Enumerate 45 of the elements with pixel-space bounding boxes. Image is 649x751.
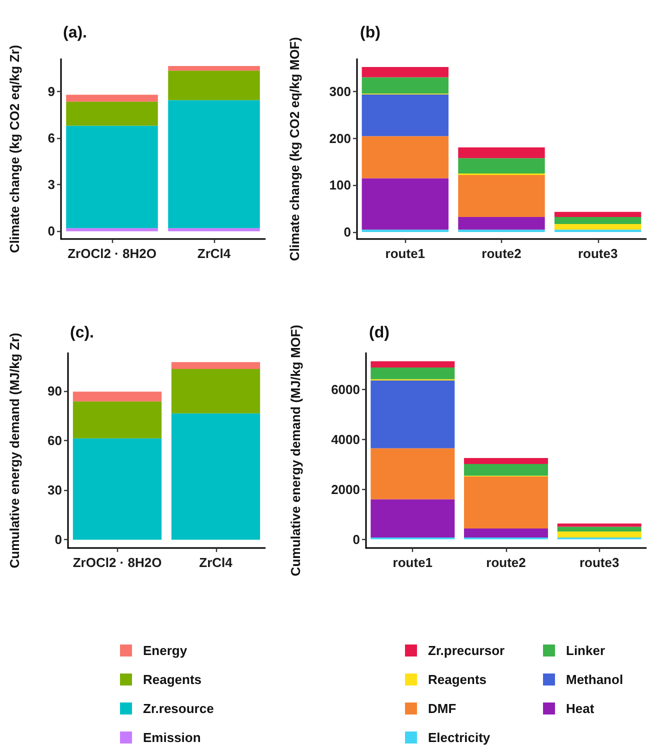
legend-label: Linker (566, 643, 606, 658)
y-tick-label: 0 (352, 532, 360, 547)
x-tick-label: route2 (482, 246, 522, 261)
y-tick-label: 4000 (331, 432, 360, 447)
y-tick-label: 100 (329, 178, 351, 193)
x-tick-label: ZrOCl2 · 8H2O (68, 246, 156, 261)
y-axis-title: Cumulative energy demand (MJ/kg Zr) (7, 332, 22, 568)
y-tick-label: 6000 (331, 382, 360, 397)
legend-label: Zr.precursor (428, 643, 505, 658)
y-tick-label: 0 (344, 224, 351, 240)
y-tick-label: 2000 (331, 482, 360, 497)
chart-title: (c). (70, 324, 94, 342)
y-axis-title: Cumulative energy demand (MJ/kg MOF) (288, 324, 303, 576)
y-tick-label: 300 (329, 84, 351, 100)
legend-label: DMF (428, 701, 456, 716)
y-axis-title: Climate change (kg CO2 eq/kg MOF) (287, 37, 302, 261)
y-tick-label: 60 (48, 433, 62, 448)
y-tick-label: 200 (329, 130, 351, 146)
x-tick-label: route2 (486, 555, 526, 570)
legend-label: Methanol (566, 672, 624, 687)
legend-label: Reagents (143, 672, 202, 687)
x-tick-label: ZrCl4 (199, 555, 234, 570)
chart-title: (b) (360, 24, 380, 42)
x-tick-label: ZrCl4 (197, 246, 232, 261)
x-tick-label: route1 (385, 246, 426, 261)
y-tick-label: 3 (48, 177, 55, 192)
legend-label: Electricity (428, 730, 491, 745)
legend-label: Emission (143, 730, 201, 745)
y-tick-label: 9 (48, 84, 55, 100)
legend-label: Zr.resource (143, 701, 214, 716)
chart-title: (d) (369, 324, 390, 342)
x-tick-label: ZrOCl2 · 8H2O (72, 555, 162, 570)
legend-label: Reagents (428, 672, 487, 687)
y-tick-label: 6 (48, 130, 55, 146)
y-tick-label: 30 (48, 482, 62, 498)
y-tick-label: 0 (48, 224, 55, 239)
legend-label: Heat (566, 701, 595, 716)
y-axis-title: Climate change (kg CO2 eq/kg Zr) (7, 44, 22, 254)
x-tick-label: route1 (392, 555, 433, 570)
x-tick-label: route3 (578, 246, 618, 261)
x-tick-label: route3 (579, 555, 620, 570)
y-tick-label: 90 (48, 384, 62, 399)
legend-label: Energy (143, 643, 188, 658)
y-tick-label: 0 (54, 532, 62, 548)
chart-title: (a). (63, 24, 87, 42)
